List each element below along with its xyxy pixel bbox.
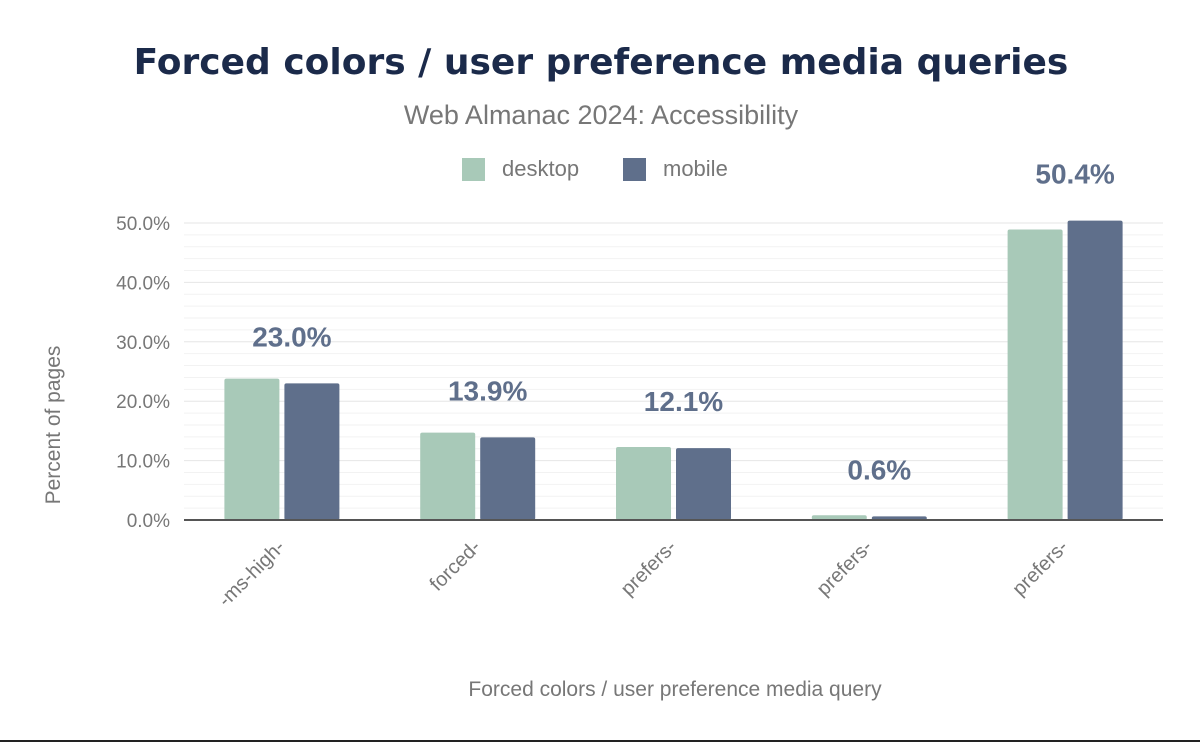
bar-mobile [1067,220,1123,520]
x-tick-label: -ms-high- [214,536,289,611]
legend-swatch-mobile [623,158,646,181]
data-label: 0.6% [847,454,911,485]
bar-mobile [480,437,536,520]
x-axis-title: Forced colors / user preference media qu… [468,678,882,701]
y-axis-title: Percent of pages [42,346,65,505]
data-label: 23.0% [252,321,331,352]
y-axis-ticks: 0.0% 10.0% 20.0% 30.0% 40.0% 50.0% [116,214,170,532]
legend: desktop mobile [462,156,728,181]
y-tick-label: 40.0% [116,273,170,294]
y-tick-label: 0.0% [127,511,170,532]
x-axis-ticks: -ms-high-forced-prefers-prefers-prefers- [214,536,1072,611]
x-tick-label: prefers- [1008,536,1072,600]
bar-desktop [420,432,476,520]
bar-desktop [616,446,671,520]
chart-title: Forced colors / user preference media qu… [134,42,1069,83]
gridlines [184,222,1163,509]
y-tick-label: 50.0% [116,214,170,235]
data-label: 12.1% [644,386,723,417]
data-labels: 23.0% 13.9% 12.1% 0.6% 50.4% [252,159,1115,486]
x-tick-label: forced- [426,536,486,596]
legend-label-desktop: desktop [502,156,579,181]
x-tick-label: prefers- [813,536,877,600]
y-tick-label: 30.0% [116,333,170,354]
legend-label-mobile: mobile [663,156,728,181]
bar-desktop [224,378,280,520]
chart-subtitle: Web Almanac 2024: Accessibility [404,100,799,130]
bar-mobile [284,383,340,520]
x-tick-label: prefers- [617,536,681,600]
y-tick-label: 20.0% [116,392,170,413]
bars [224,220,1123,520]
y-tick-label: 10.0% [116,452,170,473]
bar-mobile [676,448,731,520]
legend-swatch-desktop [462,158,485,181]
bottom-border [0,740,1200,742]
data-label: 50.4% [1035,159,1114,190]
data-label: 13.9% [448,375,527,406]
bar-desktop [1007,229,1063,520]
bar-desktop [811,515,867,520]
